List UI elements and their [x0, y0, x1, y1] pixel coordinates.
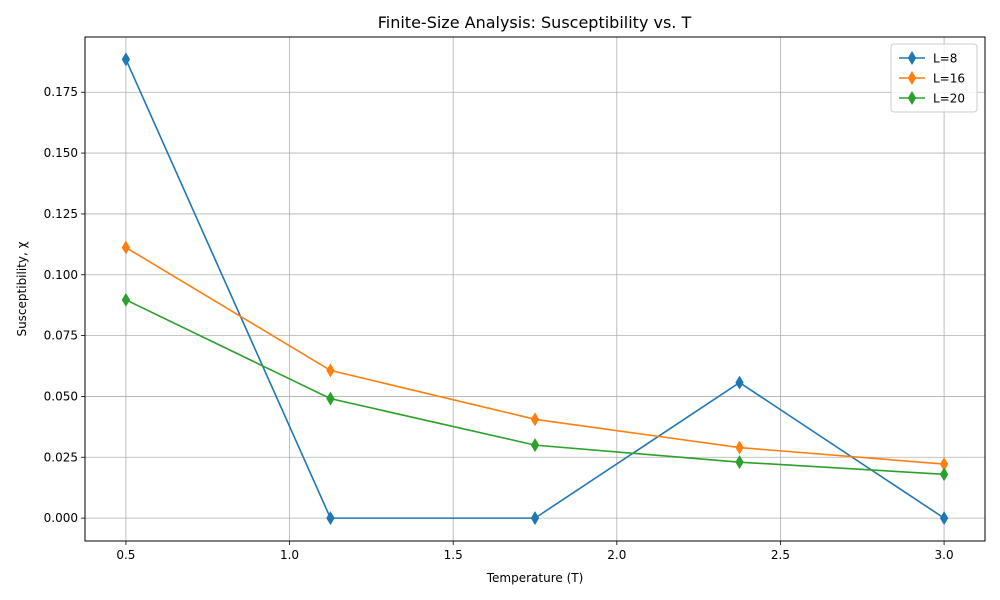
legend-label: L=8 [933, 52, 957, 66]
chart-title: Finite-Size Analysis: Susceptibility vs.… [378, 13, 692, 32]
series-line [125, 246, 945, 465]
data-point-marker [939, 467, 949, 482]
series-l-16 [121, 240, 949, 472]
data-point-marker [530, 438, 540, 453]
legend-item: L=8 [899, 51, 957, 66]
grid [85, 37, 985, 541]
x-tick-label: 1.0 [280, 548, 299, 562]
y-tick-label: 0.150 [44, 146, 78, 160]
legend-marker [907, 91, 917, 105]
y-axis-label: Susceptibility, χ [15, 241, 29, 336]
data-point-marker [121, 292, 131, 307]
x-axis: 0.5 1.0 1.5 2.0 2.5 3.0 [116, 541, 954, 562]
y-tick-label: 0.125 [44, 207, 78, 221]
legend: L=8 L=16 L=20 [890, 43, 978, 113]
y-tick-label: 0.000 [44, 511, 78, 525]
data-point-marker [326, 391, 335, 406]
series-l-8 [121, 52, 949, 526]
data-point-marker [121, 240, 131, 255]
y-tick-label: 0.050 [44, 389, 78, 403]
data-point-marker [735, 375, 744, 390]
data-point-marker [530, 412, 540, 427]
y-tick-label: 0.075 [44, 329, 78, 343]
data-point-marker [326, 511, 335, 526]
y-tick-label: 0.175 [44, 85, 78, 99]
y-tick-label: 0.100 [44, 268, 78, 282]
data-point-marker [939, 511, 949, 526]
plot-area-frame [84, 36, 986, 542]
legend-marker [907, 71, 917, 85]
x-tick-label: 2.0 [607, 548, 626, 562]
data-point-marker [530, 511, 540, 526]
legend-item: L=20 [899, 91, 965, 106]
legend-item: L=16 [899, 71, 965, 86]
x-axis-label: Temperature (T) [486, 571, 584, 585]
data-point-marker [326, 363, 335, 378]
x-tick-label: 3.0 [935, 548, 954, 562]
legend-label: L=16 [933, 72, 965, 86]
series-layer [121, 52, 949, 526]
data-point-marker [121, 52, 131, 67]
data-point-marker [735, 455, 744, 470]
y-tick-label: 0.025 [44, 450, 78, 464]
series-l-20 [121, 292, 949, 482]
x-tick-label: 2.5 [771, 548, 790, 562]
legend-marker [907, 51, 917, 65]
data-point-marker [735, 440, 744, 455]
y-axis: 0.000 0.025 0.050 0.075 0.100 0.125 0.150 0.175 [44, 85, 85, 525]
legend-label: L=20 [933, 92, 965, 106]
x-tick-label: 1.5 [444, 548, 463, 562]
x-tick-label: 0.5 [116, 548, 135, 562]
